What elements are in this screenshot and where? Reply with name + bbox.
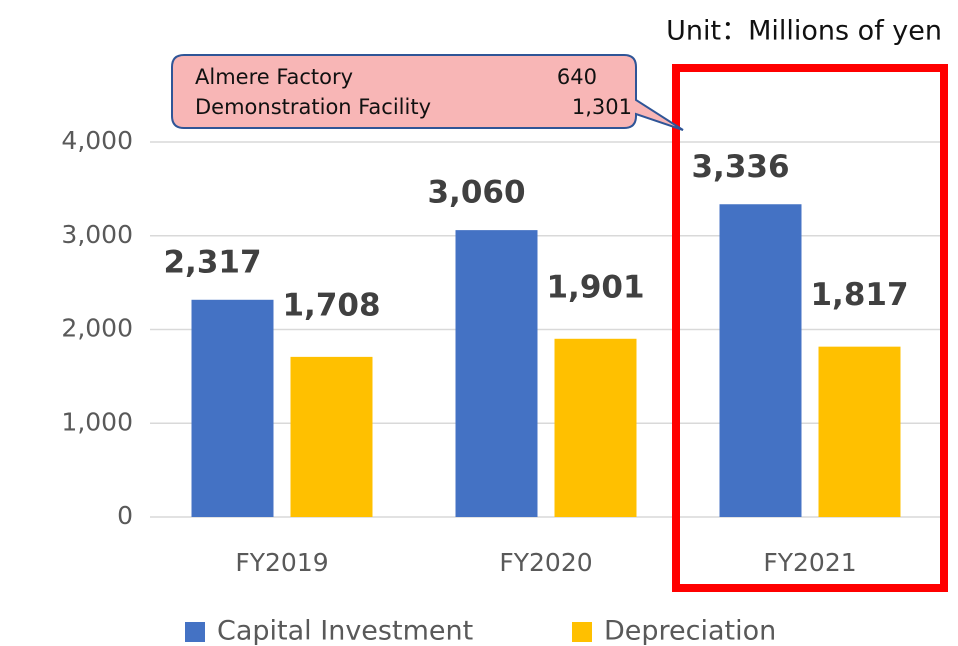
bar xyxy=(554,338,637,517)
value-label: 1,817 xyxy=(810,277,908,313)
bar xyxy=(818,346,901,517)
bar xyxy=(191,299,274,517)
value-label: 3,336 xyxy=(691,149,789,185)
y-tick-label: 0 xyxy=(117,501,133,530)
bar xyxy=(290,356,373,517)
y-tick-label: 1,000 xyxy=(61,407,133,436)
callout-label: Almere Factory xyxy=(195,65,353,89)
value-label: 3,060 xyxy=(427,175,525,211)
highlight-box xyxy=(672,64,948,592)
callout-value: 1,301 xyxy=(572,95,632,119)
x-tick-label: FY2020 xyxy=(499,548,592,577)
bar xyxy=(455,230,538,517)
bar xyxy=(719,204,802,517)
legend-label: Capital Investment xyxy=(217,616,473,646)
y-tick-label: 2,000 xyxy=(61,314,133,343)
callout xyxy=(171,54,684,131)
legend-label: Depreciation xyxy=(604,616,776,646)
callout-label: Demonstration Facility xyxy=(195,95,431,119)
callout-value: 640 xyxy=(557,65,597,89)
value-label: 2,317 xyxy=(163,244,261,280)
value-label: 1,708 xyxy=(282,287,380,323)
value-label: 1,901 xyxy=(546,269,644,305)
x-tick-label: FY2019 xyxy=(235,548,328,577)
y-tick-label: 4,000 xyxy=(61,126,133,155)
legend-swatch xyxy=(185,622,205,642)
y-tick-label: 3,000 xyxy=(61,220,133,249)
legend-swatch xyxy=(572,622,592,642)
unit-note: Unit：Millions of yen xyxy=(666,16,942,47)
x-tick-label: FY2021 xyxy=(763,548,856,577)
